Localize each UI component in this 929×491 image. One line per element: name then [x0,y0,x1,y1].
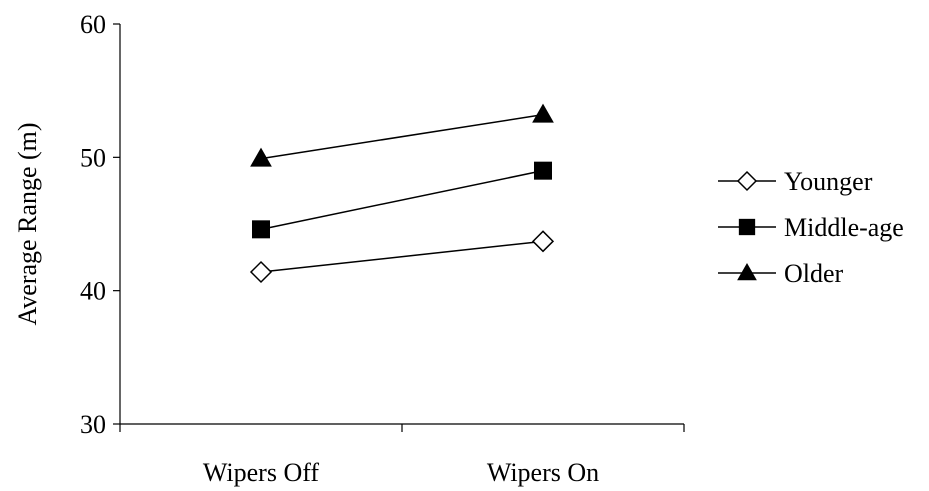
series-line-older [260,113,544,160]
legend-label-middle-age: Middle-age [784,213,904,242]
data-point-middle-age [534,161,552,180]
y-ticks: 30 40 50 60 [80,10,120,439]
y-tick-label: 50 [80,143,106,172]
series-line-middle-age [260,169,544,231]
y-tick-label: 30 [80,410,106,439]
x-category-label: Wipers Off [203,458,320,487]
series-line-younger [260,240,544,273]
legend-marker-younger [736,170,758,192]
legend-label-older: Older [784,259,844,288]
data-point-older [532,103,554,123]
legend-marker-older [737,262,757,281]
data-point-younger [531,230,555,253]
x-category-label: Wipers On [487,458,599,487]
y-tick-label: 60 [80,10,106,39]
y-axis-label: Average Range (m) [13,122,42,325]
legend: Younger Middle-age Older [718,167,904,288]
y-tick-label: 40 [80,277,106,306]
series-group [249,103,555,284]
data-point-younger [249,260,273,284]
data-point-middle-age [252,220,270,239]
data-point-older [250,147,272,167]
x-ticks: Wipers Off Wipers On [119,424,685,487]
legend-label-younger: Younger [784,167,873,196]
legend-marker-middle-age [738,218,756,236]
